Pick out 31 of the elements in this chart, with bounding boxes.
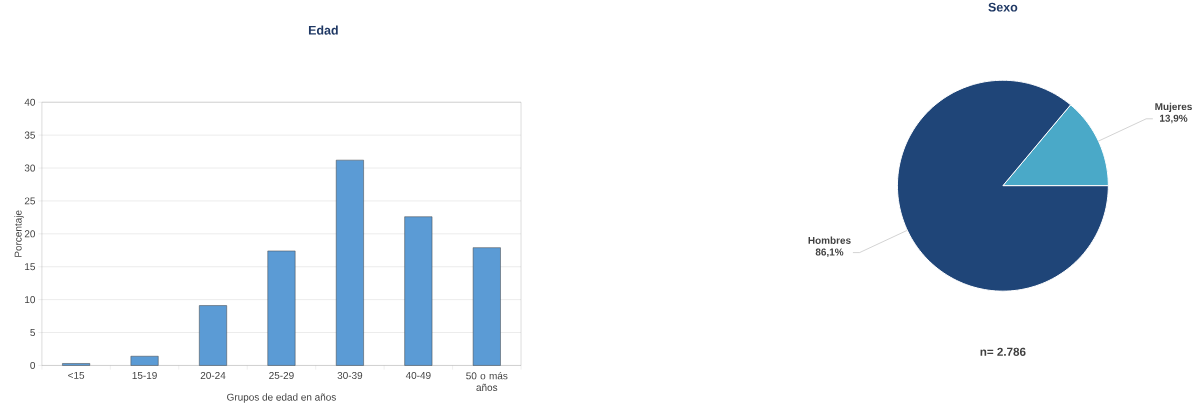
- bar: [199, 305, 227, 366]
- x-tick-label: 25-29: [269, 371, 294, 379]
- y-tick-label: 25: [24, 197, 35, 205]
- y-tick-label: 30: [24, 164, 36, 172]
- y-tick-label: 0: [30, 361, 36, 369]
- text: n= 2.786: [980, 347, 1026, 356]
- x-tick-label: 15-19: [132, 371, 157, 379]
- bar: [472, 247, 501, 366]
- y-tick-label: 10: [25, 295, 36, 303]
- y-tick-label: 35: [24, 131, 35, 139]
- x-tick-label: 50 o más años: [466, 371, 508, 391]
- chart-title: Sexo: [988, 2, 1018, 12]
- bar: [335, 159, 364, 366]
- bar: [404, 216, 433, 366]
- x-axis-title: Grupos de edad en años: [227, 393, 336, 403]
- x-tick-label: 20-24: [200, 371, 226, 379]
- x-tick-label: 40-49: [405, 371, 431, 379]
- chart-title: Edad: [308, 25, 338, 35]
- y-tick-label: 15: [25, 263, 35, 270]
- x-tick-label: 30-39: [337, 371, 363, 379]
- data-label: 13,9%: [1160, 114, 1188, 123]
- y-tick-label: 5: [30, 328, 35, 336]
- y-tick-label: 20: [24, 230, 36, 238]
- bar: [130, 355, 159, 366]
- data-label: 86,1%: [815, 248, 844, 257]
- y-axis-title: Porcentaje: [14, 210, 24, 257]
- slice-label: Mujeres: [1155, 102, 1192, 112]
- x-tick-label: <15: [68, 371, 85, 379]
- y-tick-label: 40: [24, 98, 36, 106]
- bar: [267, 250, 296, 366]
- slice-label: Hombres: [808, 236, 851, 244]
